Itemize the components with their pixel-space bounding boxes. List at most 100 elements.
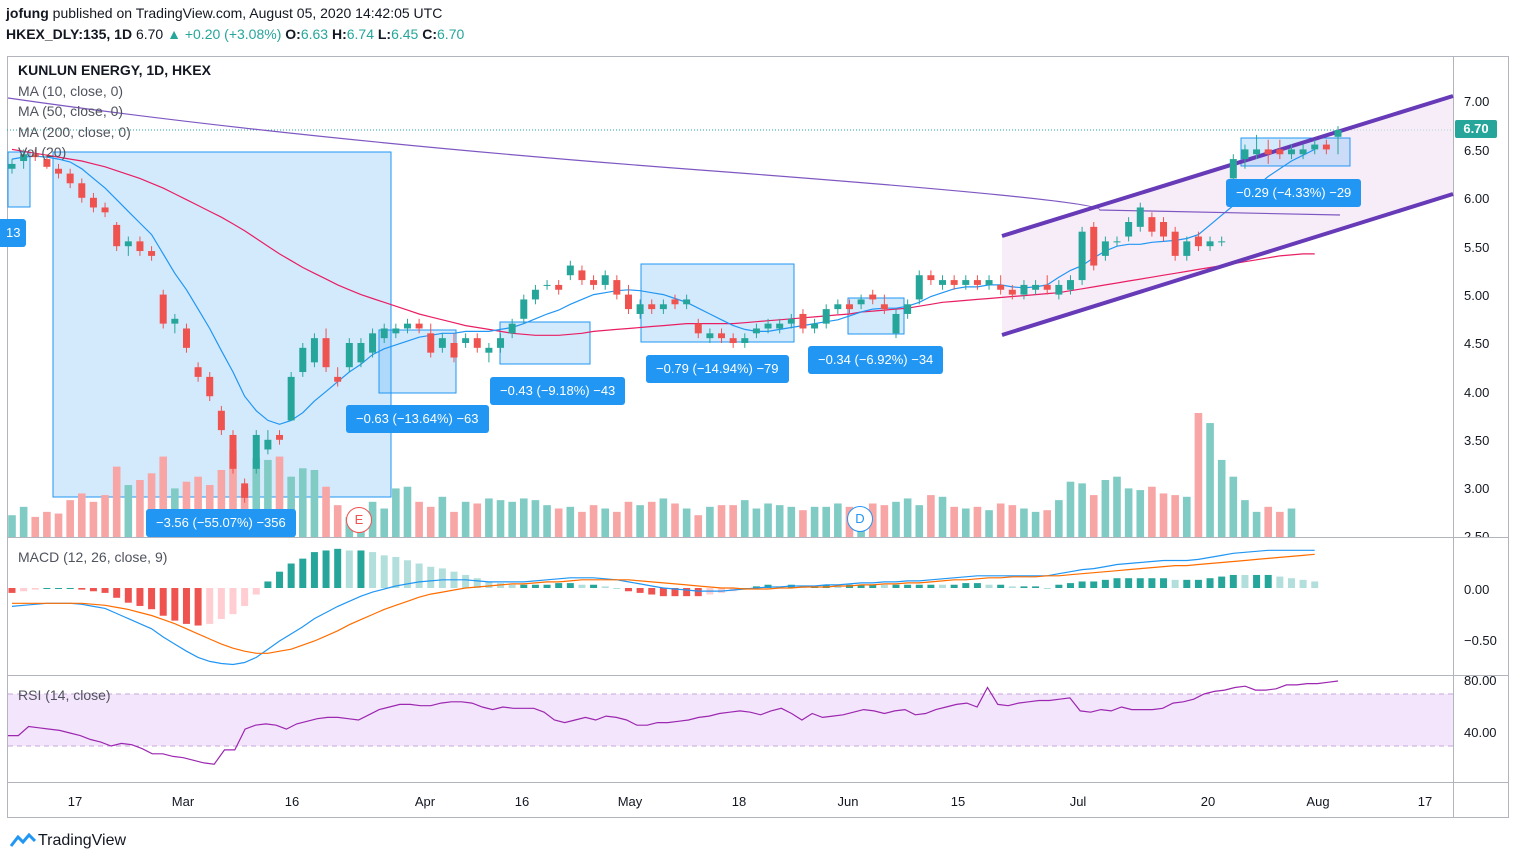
candle — [252, 430, 260, 474]
price-tick: 7.00 — [1464, 94, 1490, 109]
volume-bar — [543, 505, 551, 537]
volume-bar — [961, 508, 970, 537]
candle-body — [613, 280, 621, 295]
candle — [43, 154, 51, 169]
time-tick: Jul — [1069, 794, 1087, 809]
candle-body — [194, 367, 202, 377]
measure-label[interactable]: −0.63 (−13.64%) −63 — [346, 405, 489, 433]
price-tick: 6.50 — [1464, 143, 1490, 158]
candle-body — [182, 328, 190, 348]
macd-histogram-bar — [659, 588, 667, 597]
macd-histogram-bar — [264, 581, 272, 588]
candle — [1032, 280, 1040, 295]
legend-ma10[interactable]: MA (10, close, 0) — [18, 83, 124, 99]
macd-histogram-bar — [55, 588, 63, 589]
candle — [1160, 217, 1168, 242]
time-tick: Mar — [171, 794, 195, 809]
candle — [683, 294, 691, 310]
measure-label[interactable]: 13 — [0, 219, 27, 247]
candle-body — [1136, 207, 1144, 227]
legend-ma200[interactable]: MA (200, close, 0) — [18, 124, 131, 140]
macd-histogram-bar — [939, 584, 947, 588]
macd-histogram-bar — [624, 588, 632, 592]
candle-body — [1113, 241, 1121, 243]
candle — [729, 333, 737, 348]
candle — [485, 343, 493, 363]
macd-histogram-bar — [357, 550, 365, 588]
measure-label[interactable]: −0.43 (−9.18%) −43 — [490, 377, 626, 405]
candle-body — [787, 318, 795, 324]
volume-bar — [403, 486, 412, 537]
open-label: O: — [285, 26, 301, 42]
candle-body — [450, 343, 458, 358]
macd-histogram-bar — [171, 588, 179, 621]
dividend-badge[interactable]: D — [847, 506, 873, 532]
candle — [892, 309, 900, 339]
legend-ma50[interactable]: MA (50, close, 0) — [18, 103, 124, 119]
tradingview-logo[interactable]: TradingView — [9, 829, 127, 850]
candle-body — [1148, 217, 1156, 232]
publish-info: jofung published on TradingView.com, Aug… — [6, 5, 442, 21]
macd-histogram-bar — [869, 584, 877, 588]
time-tick: 16 — [284, 794, 300, 809]
pane-separator-macd[interactable] — [7, 537, 1509, 538]
legend-volume[interactable]: Vol (20) — [18, 144, 67, 160]
volume-bar — [1171, 495, 1179, 537]
candle — [182, 323, 190, 353]
candle — [578, 265, 586, 285]
macd-histogram-bar — [217, 588, 225, 620]
volume-bar — [810, 506, 819, 537]
candle — [822, 304, 830, 329]
candle — [1078, 226, 1086, 285]
candle — [322, 328, 330, 373]
volume-bar — [8, 515, 16, 537]
ohlc-header: HKEX_DLY:135, 1D 6.70 ▲ +0.20 (+3.08%) O… — [6, 26, 464, 42]
volume-bar — [1241, 500, 1249, 537]
candle — [357, 338, 365, 368]
volume-bar — [485, 498, 493, 537]
measure-label[interactable]: −0.29 (−4.33%) −29 — [1226, 179, 1362, 207]
candle — [462, 333, 470, 348]
candle-body — [764, 323, 772, 329]
candle — [811, 318, 819, 334]
volume-bar — [1031, 511, 1040, 537]
volume-bar — [1182, 496, 1191, 537]
macd-histogram-bar — [8, 588, 16, 593]
candle — [962, 275, 970, 290]
volume-bar — [903, 498, 912, 537]
candle-body — [1299, 149, 1307, 155]
candle-body — [78, 183, 86, 198]
candle — [89, 192, 97, 213]
volume-bar — [682, 508, 691, 537]
volume-bar — [54, 513, 63, 537]
measure-label[interactable]: −0.79 (−14.94%) −79 — [646, 355, 789, 383]
volume-bar — [647, 501, 656, 537]
measure-label[interactable]: −0.34 (−6.92%) −34 — [808, 346, 944, 374]
macd-histogram-bar — [985, 584, 993, 588]
author-name[interactable]: jofung — [6, 5, 49, 21]
measure-label[interactable]: −3.56 (−55.07%) −356 — [146, 509, 296, 537]
candle — [1218, 236, 1226, 247]
volume-bar — [1276, 511, 1284, 537]
candle-body — [124, 241, 132, 247]
earnings-badge[interactable]: E — [346, 507, 372, 533]
pane-separator-rsi[interactable] — [7, 675, 1509, 676]
candle — [671, 294, 679, 310]
candle-body — [392, 328, 400, 334]
tradingview-logo-text: TradingView — [38, 832, 127, 849]
candle — [1125, 217, 1133, 242]
macd-histogram-bar — [1183, 579, 1191, 588]
time-tick: 18 — [731, 794, 747, 809]
candle — [206, 372, 214, 402]
macd-histogram-bar — [520, 584, 528, 588]
candle-body — [55, 168, 63, 174]
volume-bar — [473, 503, 482, 537]
channel-fill — [1002, 96, 1453, 335]
legend-rsi[interactable]: RSI (14, close) — [18, 687, 111, 703]
candle-body — [683, 299, 691, 305]
macd-histogram-bar — [415, 563, 423, 588]
legend-macd[interactable]: MACD (12, 26, close, 9) — [18, 549, 168, 565]
candle-body — [1090, 226, 1098, 266]
volume-bar — [822, 506, 831, 537]
